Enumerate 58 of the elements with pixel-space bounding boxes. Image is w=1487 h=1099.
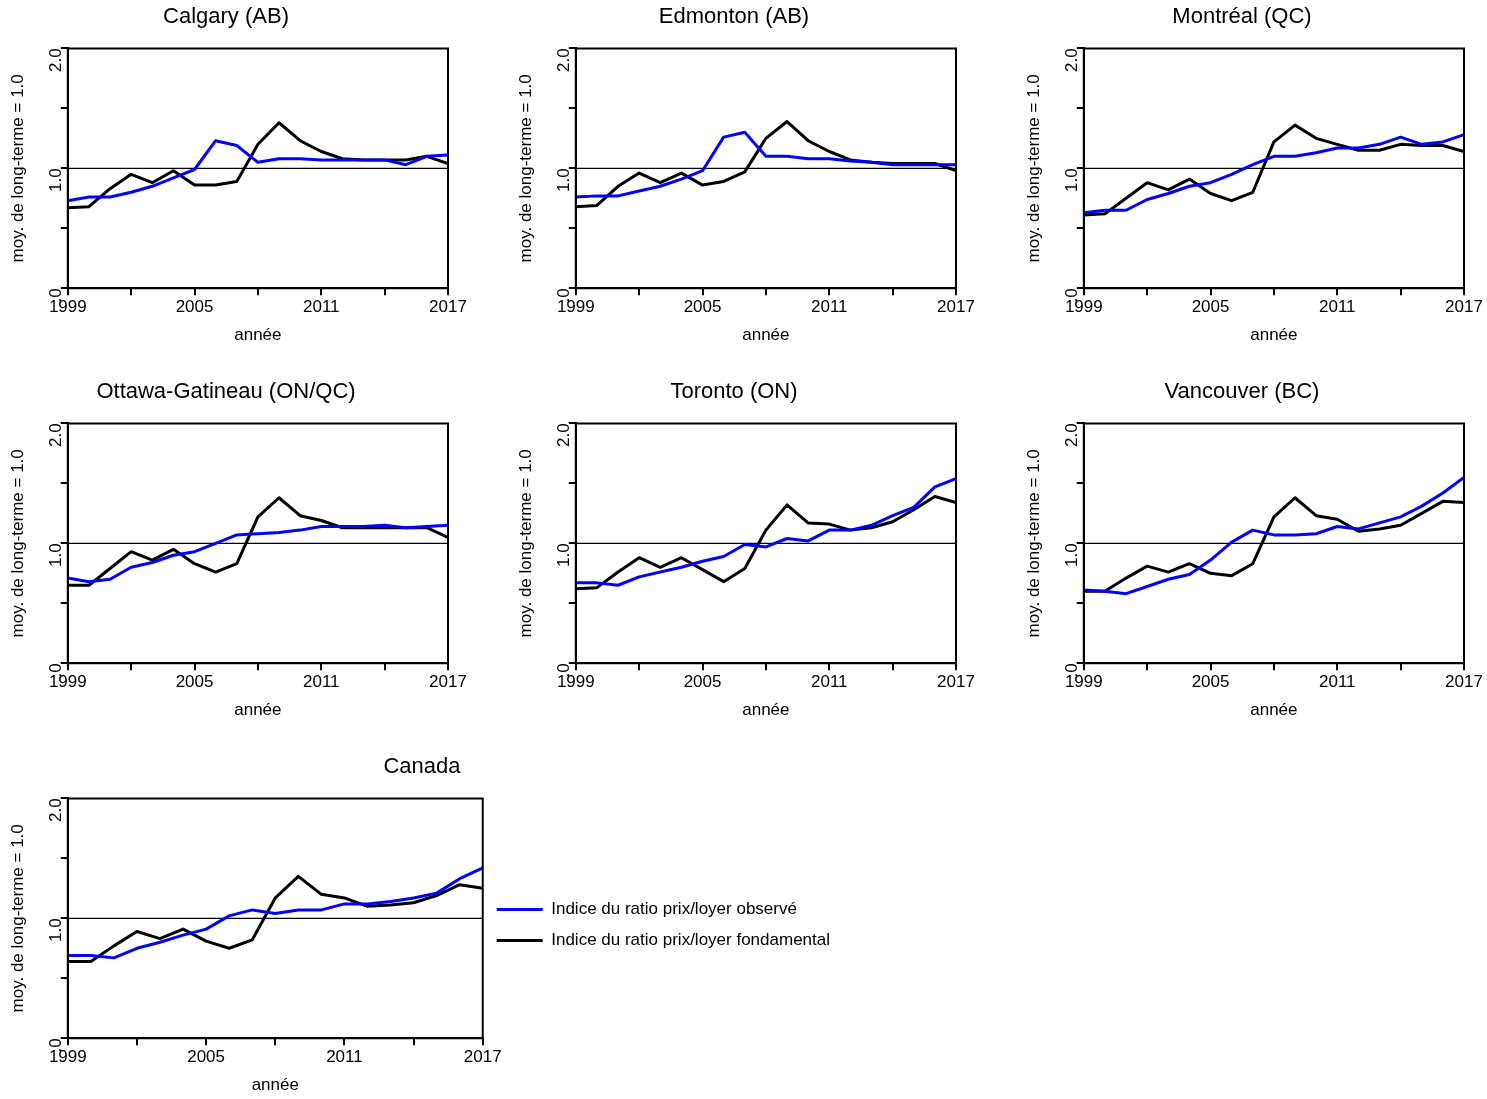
x-tick-label: 2005	[175, 672, 214, 692]
y-tick-label: 1.0	[1062, 543, 1082, 567]
x-tick-label: 2017	[463, 1047, 502, 1067]
x-tick-label: 2017	[429, 672, 467, 692]
x-tick-label: 2005	[1191, 297, 1230, 317]
x-tick-label: 2011	[1318, 297, 1356, 317]
x-tick-label: 2011	[1318, 672, 1356, 692]
y-axis-title: moy. de long-terme = 1.0	[1023, 74, 1043, 263]
y-axis-title: moy. de long-terme = 1.0	[7, 824, 27, 1013]
y-tick-label: 2.0	[46, 48, 66, 73]
y-tick-label: 1.0	[46, 918, 66, 942]
y-tick-label: 1.0	[554, 543, 574, 567]
y-tick-label: 1.0	[1062, 168, 1082, 192]
x-tick-label: 2011	[810, 672, 848, 692]
y-tick-label: 1.0	[46, 543, 66, 567]
y-tick-label: 2.0	[46, 798, 66, 823]
x-tick-label: 2011	[810, 297, 848, 317]
y-axis-title: moy. de long-terme = 1.0	[7, 449, 27, 638]
x-axis-title: année	[251, 1075, 299, 1095]
x-tick-label: 2005	[175, 297, 214, 317]
x-tick-label: 2017	[937, 672, 975, 692]
chart-title: Ottawa-Gatineau (ON/QC)	[96, 378, 356, 404]
legend-label: Indice du ratio prix/loyer observé	[551, 899, 797, 919]
x-axis-title: année	[1250, 700, 1298, 720]
y-tick-label: 1.0	[46, 168, 66, 192]
y-tick-label: 2.0	[1062, 48, 1082, 73]
x-tick-label: 2011	[302, 297, 340, 317]
x-axis-title: année	[1250, 325, 1298, 345]
y-axis-title: moy. de long-terme = 1.0	[1023, 449, 1043, 638]
x-axis-title: année	[234, 700, 282, 720]
legend-label: Indice du ratio prix/loyer fondamental	[551, 930, 830, 950]
x-tick-label: 2017	[937, 297, 975, 317]
x-tick-label: 2005	[1191, 672, 1230, 692]
x-tick-label: 2005	[187, 1047, 226, 1067]
y-axis-title: moy. de long-terme = 1.0	[515, 74, 535, 263]
y-tick-label: 2.0	[554, 48, 574, 73]
chart-title: Montréal (QC)	[1172, 3, 1312, 29]
x-tick-label: 2017	[429, 297, 467, 317]
chart-title: Edmonton (AB)	[658, 3, 810, 29]
y-axis-title: moy. de long-terme = 1.0	[7, 74, 27, 263]
x-axis-title: année	[742, 325, 790, 345]
y-tick-label: 1.0	[554, 168, 574, 192]
chart-title: Canada	[383, 753, 462, 779]
chart-title: Toronto (ON)	[670, 378, 798, 404]
chart-title: Vancouver (BC)	[1164, 378, 1320, 404]
x-axis-title: année	[742, 700, 790, 720]
x-tick-label: 2017	[1445, 672, 1483, 692]
x-tick-label: 2011	[326, 1047, 363, 1067]
x-tick-label: 2005	[683, 297, 722, 317]
x-axis-title: année	[234, 325, 282, 345]
y-tick-label: 2.0	[46, 423, 66, 448]
x-tick-label: 2011	[302, 672, 340, 692]
x-tick-label: 2005	[683, 672, 722, 692]
y-tick-label: 2.0	[1062, 423, 1082, 448]
y-axis-title: moy. de long-terme = 1.0	[515, 449, 535, 638]
y-tick-label: 2.0	[554, 423, 574, 448]
chart-title: Calgary (AB)	[163, 3, 289, 29]
x-tick-label: 2017	[1445, 297, 1483, 317]
